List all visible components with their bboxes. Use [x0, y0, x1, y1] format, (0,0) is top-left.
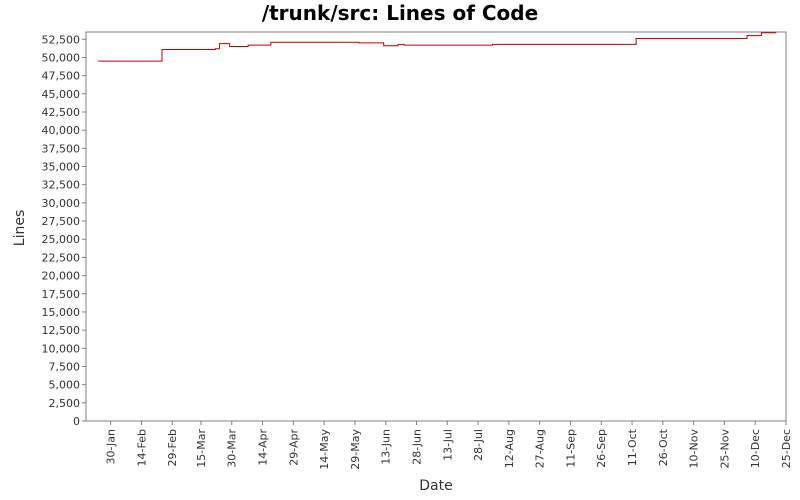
x-tick-label: 29-May — [349, 429, 362, 470]
y-tick-label: 15,000 — [42, 306, 81, 319]
x-tick-label: 28-Jul — [472, 429, 485, 461]
y-tick-label: 30,000 — [42, 197, 81, 210]
x-tick-label: 25-Nov — [718, 429, 731, 469]
x-tick-label: 30-Mar — [226, 429, 239, 468]
y-tick-label: 47,500 — [42, 70, 81, 83]
y-tick-label: 40,000 — [42, 124, 81, 137]
x-tick-label: 14-May — [318, 429, 331, 470]
y-tick-label: 50,000 — [42, 51, 81, 64]
x-tick-label: 13-Jun — [380, 429, 393, 465]
y-tick-label: 0 — [73, 415, 80, 428]
x-tick-label: 30-Jan — [105, 429, 118, 465]
y-tick-label: 27,500 — [42, 215, 81, 228]
x-axis: 30-Jan 14-Feb 29-Feb 15-Mar 30-Mar 14-Apr 29-A… — [105, 421, 793, 470]
y-tick-label: 25,000 — [42, 233, 81, 246]
chart-title: /trunk/src: Lines of Code — [262, 1, 538, 25]
x-tick-label: 26-Sep — [595, 429, 608, 468]
x-tick-label: 25-Dec — [780, 429, 793, 468]
y-tick-label: 45,000 — [42, 88, 81, 101]
y-tick-label: 17,500 — [42, 288, 81, 301]
y-tick-label: 5,000 — [49, 379, 81, 392]
y-tick-label: 20,000 — [42, 270, 81, 283]
x-tick-label: 10-Nov — [688, 429, 701, 469]
y-axis: 0 2,500 5,000 7,500 10,000 12,500 15,000 17,500… — [42, 33, 86, 428]
x-tick-label: 14-Apr — [257, 429, 270, 466]
x-tick-label: 14-Feb — [135, 429, 148, 466]
x-tick-label: 11-Oct — [626, 428, 639, 466]
x-axis-label: Date — [419, 478, 452, 494]
x-tick-label: 28-Jun — [410, 429, 423, 465]
y-tick-label: 22,500 — [42, 251, 81, 264]
y-tick-label: 37,500 — [42, 142, 81, 155]
x-tick-label: 15-Mar — [195, 429, 208, 468]
x-tick-label: 26-Oct — [657, 428, 670, 466]
y-tick-label: 12,500 — [42, 324, 81, 337]
x-tick-label: 10-Dec — [749, 429, 762, 468]
x-tick-label: 29-Apr — [287, 429, 300, 466]
y-tick-label: 2,500 — [49, 397, 81, 410]
x-tick-label: 11-Sep — [564, 429, 577, 468]
y-tick-label: 35,000 — [42, 161, 81, 174]
x-tick-label: 27-Aug — [534, 429, 547, 468]
plot-area — [85, 31, 787, 422]
y-tick-label: 10,000 — [42, 342, 81, 355]
x-tick-label: 29-Feb — [166, 429, 179, 466]
y-tick-label: 7,500 — [49, 360, 81, 373]
x-tick-label: 13-Jul — [441, 429, 454, 461]
lines-series-line — [98, 32, 777, 62]
y-tick-label: 42,500 — [42, 106, 81, 119]
x-tick-label: 12-Aug — [503, 429, 516, 468]
y-tick-label: 52,500 — [42, 33, 81, 46]
y-axis-label: Lines — [12, 210, 28, 246]
y-tick-label: 32,500 — [42, 179, 81, 192]
